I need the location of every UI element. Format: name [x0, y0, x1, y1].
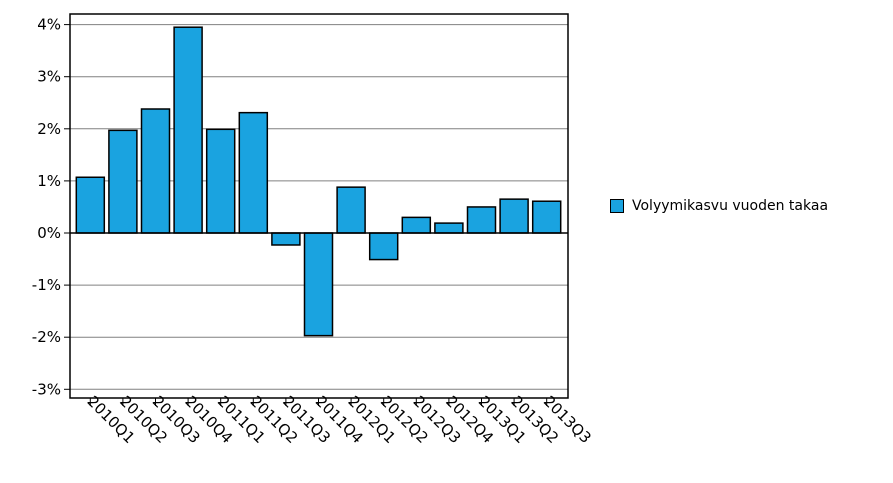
bar	[531, 200, 562, 234]
y-tick-label: -3%	[32, 380, 61, 398]
bar	[140, 108, 171, 234]
bar	[238, 111, 269, 234]
bar	[271, 232, 301, 246]
legend-label: Volyymikasvu vuoden takaa	[632, 198, 829, 214]
bar	[466, 206, 497, 234]
bar	[401, 216, 432, 234]
bar	[499, 198, 529, 234]
bar	[173, 26, 203, 234]
y-tick-label: 1%	[37, 172, 61, 190]
legend-swatch	[610, 199, 624, 213]
y-axis-ticks: 4% 3% 2% 1% 0% -1% -2% -3%	[32, 16, 70, 398]
y-tick-label: 3%	[37, 68, 61, 86]
bar	[205, 128, 236, 234]
bar	[303, 232, 334, 337]
bar	[368, 232, 399, 261]
y-tick-label: -1%	[32, 276, 61, 294]
bar	[336, 186, 366, 234]
y-tick-label: 2%	[37, 120, 61, 138]
y-tick-label: 4%	[37, 16, 61, 34]
x-axis-ticks: 2010Q12010Q22010Q32010Q42011Q12011Q22011…	[84, 392, 595, 447]
legend: Volyymikasvu vuoden takaa	[610, 198, 828, 214]
bar	[434, 222, 464, 234]
y-tick-label: -2%	[32, 328, 61, 346]
bar	[75, 176, 106, 234]
y-tick-label: 0%	[37, 224, 61, 242]
bar	[108, 129, 138, 234]
